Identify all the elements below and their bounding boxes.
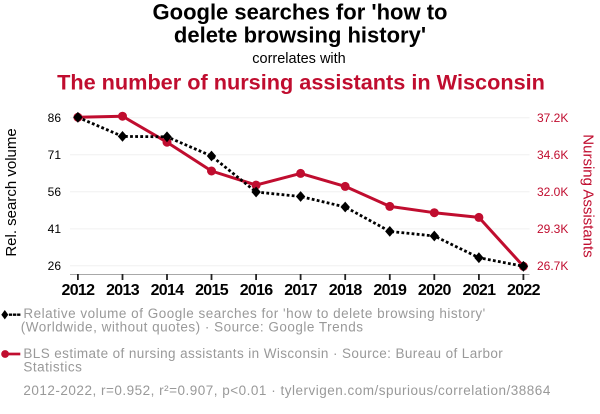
svg-text:delete browsing history': delete browsing history' <box>174 22 426 47</box>
svg-text:32.0K: 32.0K <box>537 185 568 199</box>
svg-text:Rel. search volume: Rel. search volume <box>3 128 20 256</box>
svg-text:2014: 2014 <box>151 282 185 299</box>
svg-text:Google searches for 'how to: Google searches for 'how to <box>153 0 448 24</box>
svg-text:37.2K: 37.2K <box>537 111 568 125</box>
svg-text:86: 86 <box>48 111 62 125</box>
svg-text:2012-2022, r=0.952, r²=0.907,: 2012-2022, r=0.952, r²=0.907, p<0.01 · t… <box>23 383 550 398</box>
svg-text:71: 71 <box>48 148 62 162</box>
svg-text:56: 56 <box>48 185 62 199</box>
svg-text:2022: 2022 <box>507 282 541 299</box>
svg-text:Relative volume of Google sear: Relative volume of Google searches for '… <box>23 306 485 321</box>
svg-text:Statistics: Statistics <box>23 359 82 374</box>
svg-text:(Worldwide, without quotes) ·: (Worldwide, without quotes) · Source: Go… <box>21 320 364 335</box>
svg-text:correlates with: correlates with <box>252 51 345 67</box>
svg-text:2016: 2016 <box>240 282 274 299</box>
svg-text:26.7K: 26.7K <box>537 259 568 273</box>
svg-text:2013: 2013 <box>106 282 140 299</box>
svg-text:2020: 2020 <box>418 282 452 299</box>
svg-text:BLS estimate of nursing assist: BLS estimate of nursing assistants in Wi… <box>23 346 503 361</box>
svg-text:2021: 2021 <box>463 282 497 299</box>
svg-text:2018: 2018 <box>329 282 363 299</box>
svg-text:2012: 2012 <box>62 282 96 299</box>
svg-text:34.6K: 34.6K <box>537 148 568 162</box>
svg-text:Nursing Assistants: Nursing Assistants <box>580 134 597 257</box>
svg-text:29.3K: 29.3K <box>537 222 568 236</box>
svg-text:2015: 2015 <box>195 282 229 299</box>
svg-text:2017: 2017 <box>284 282 318 299</box>
svg-text:The number of nursing assistan: The number of nursing assistants in Wisc… <box>57 70 545 95</box>
svg-text:2019: 2019 <box>373 282 407 299</box>
svg-text:41: 41 <box>48 222 62 236</box>
svg-text:26: 26 <box>48 259 62 273</box>
